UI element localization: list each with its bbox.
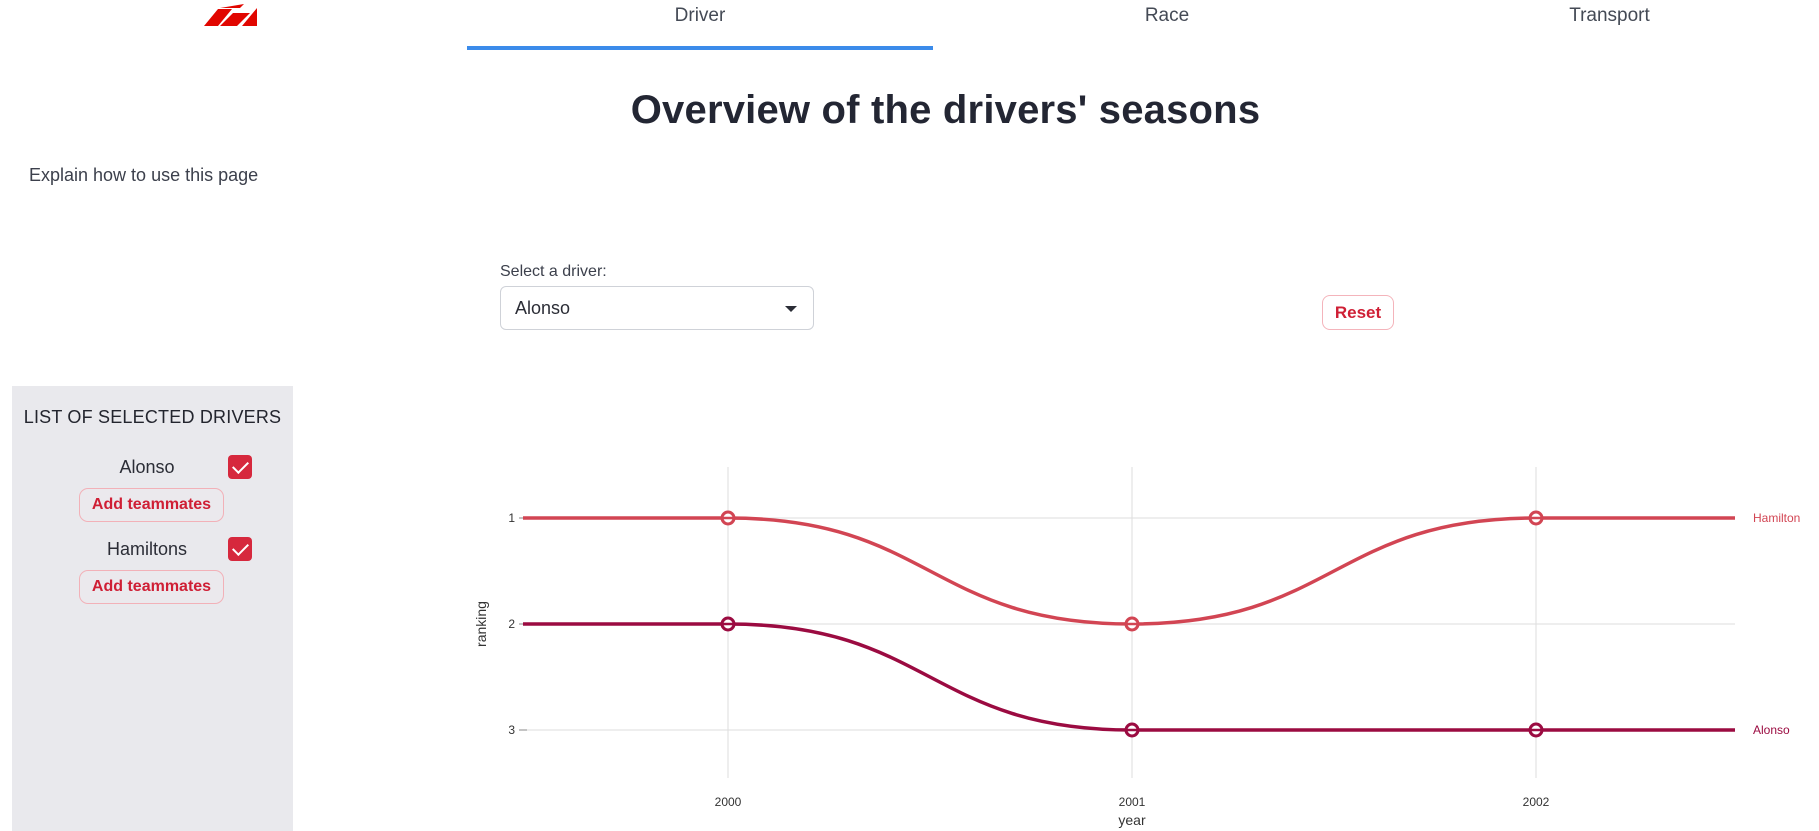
driver-name: Alonso (119, 457, 175, 477)
tab-transport[interactable]: Transport (1569, 5, 1650, 26)
series-label: Hamilton (1753, 511, 1800, 525)
y-axis-label: ranking (473, 601, 489, 647)
add-teammates-button-hamiltons[interactable]: Add teammates (79, 570, 224, 604)
driver-row-hamiltons: Hamiltons (12, 535, 293, 565)
selected-drivers-title: LIST OF SELECTED DRIVERS (23, 407, 282, 427)
data-point (1528, 722, 1544, 738)
y-tick-label: 1 (508, 511, 515, 525)
driver-row-alonso: Alonso (12, 453, 293, 483)
data-point (1124, 722, 1140, 738)
x-tick-label: 2001 (1119, 795, 1146, 809)
driver-select-label: Select a driver: (500, 263, 607, 280)
selected-drivers-panel: LIST OF SELECTED DRIVERS Alonso Add team… (12, 386, 293, 831)
f1-logo-icon[interactable] (200, 4, 258, 26)
driver-name: Hamiltons (106, 539, 188, 559)
caret-down-icon (785, 306, 797, 312)
driver-select-value: Alonso (515, 297, 571, 318)
tab-race[interactable]: Race (1144, 5, 1190, 26)
explain-link[interactable]: Explain how to use this page (29, 165, 259, 185)
driver-select[interactable]: Alonso (500, 286, 814, 330)
series-label: Alonso (1753, 723, 1790, 737)
y-tick-label: 3 (508, 723, 515, 737)
y-tick-label: 2 (508, 617, 515, 631)
page-title: Overview of the drivers' seasons (630, 88, 1261, 132)
tab-driver[interactable]: Driver (467, 0, 933, 50)
driver-checkbox-alonso[interactable] (228, 455, 252, 479)
driver-checkbox-hamiltons[interactable] (228, 537, 252, 561)
data-point (720, 616, 736, 632)
data-point (1124, 616, 1140, 632)
data-point (1528, 510, 1544, 526)
x-axis-label: year (1118, 812, 1146, 828)
series-line-hamilton (523, 516, 1735, 626)
add-teammates-button-alonso[interactable]: Add teammates (79, 488, 224, 522)
x-tick-label: 2002 (1523, 795, 1550, 809)
reset-button[interactable]: Reset (1322, 295, 1394, 330)
x-tick-label: 2000 (715, 795, 742, 809)
data-point (720, 510, 736, 526)
series-line-alonso (523, 622, 1735, 732)
